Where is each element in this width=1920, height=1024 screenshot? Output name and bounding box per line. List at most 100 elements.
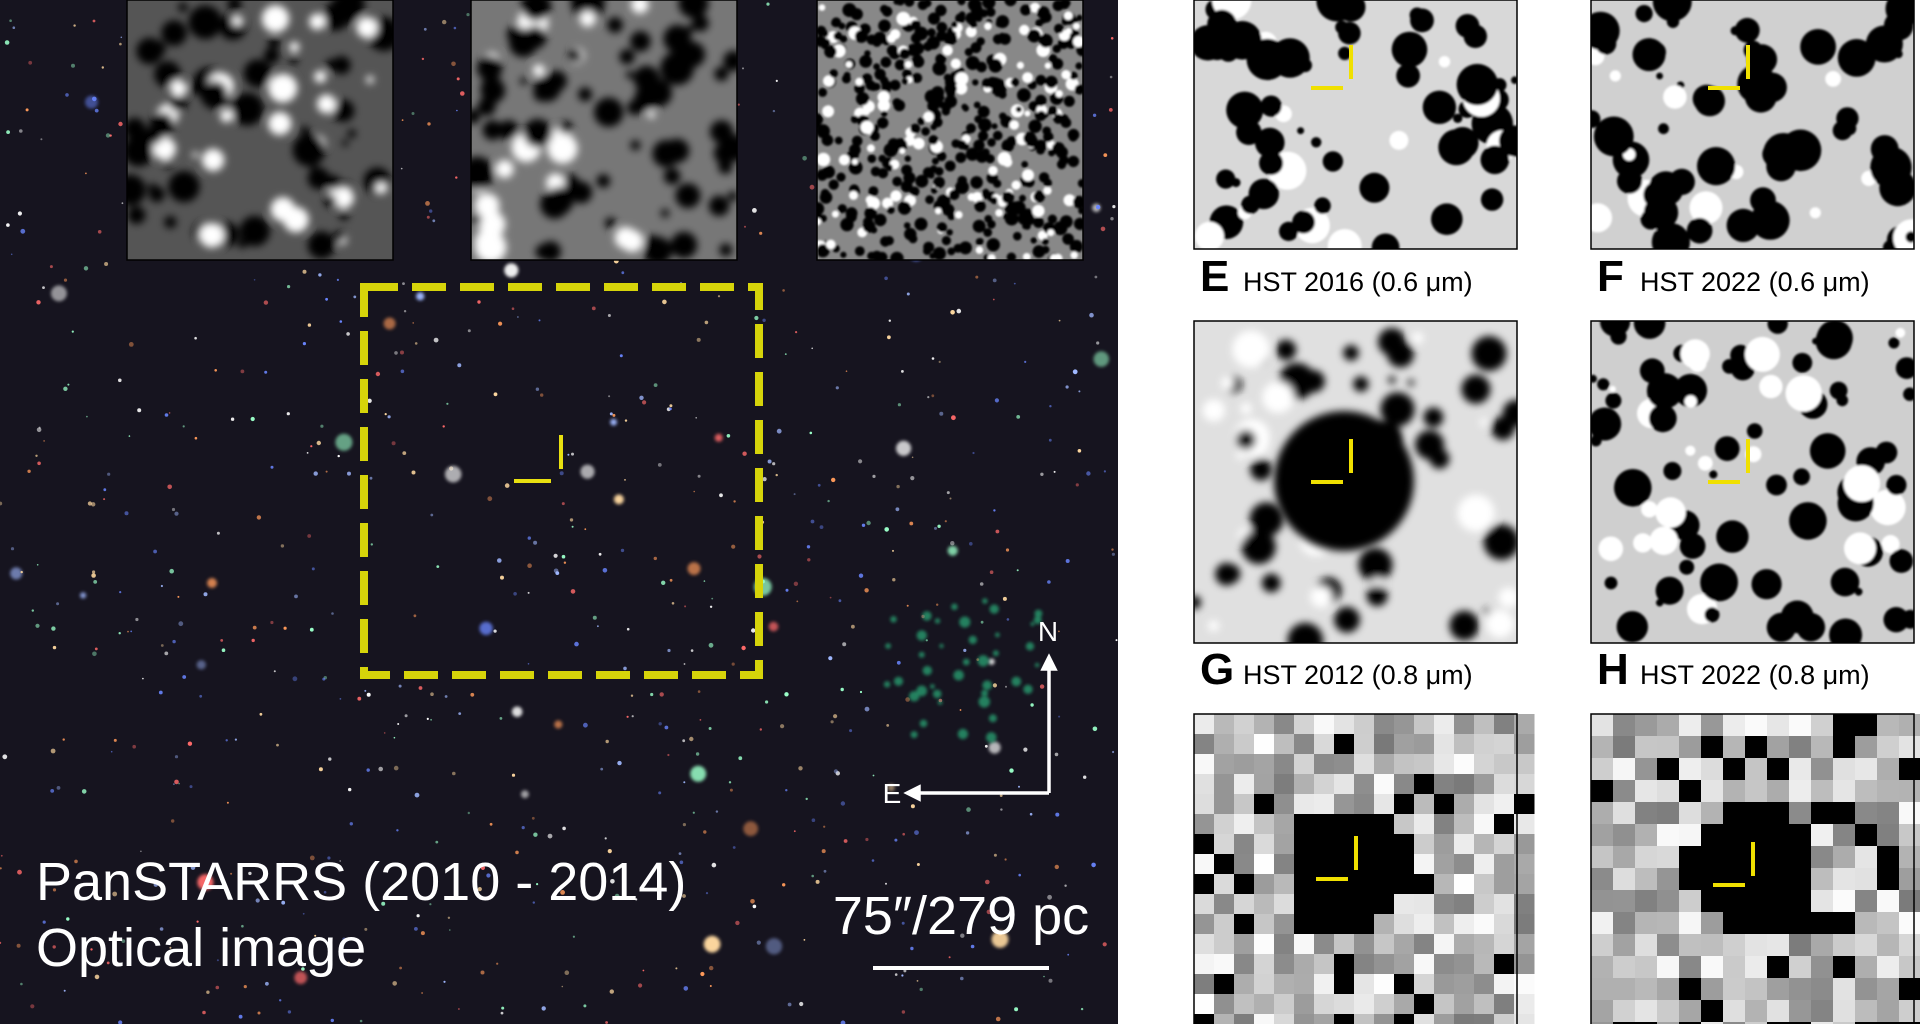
nebula [982, 680, 993, 691]
star [496, 962, 499, 965]
pixel [1514, 814, 1535, 835]
blob [941, 236, 952, 246]
panel-caption: HST 2022 (0.8 μm) [1640, 660, 1870, 690]
star [784, 692, 789, 697]
pixel [1194, 734, 1215, 755]
star [910, 476, 915, 481]
blob [965, 56, 980, 70]
star [592, 864, 595, 867]
star [901, 370, 904, 373]
blob [1836, 394, 1849, 407]
star [159, 927, 164, 931]
pixel [1274, 834, 1295, 855]
blob [614, 226, 637, 249]
star [310, 445, 313, 448]
star [81, 789, 87, 794]
star [426, 215, 430, 219]
blob [890, 29, 901, 40]
star [56, 786, 61, 790]
blob [914, 217, 928, 231]
star [1111, 548, 1114, 551]
pixel [1394, 834, 1415, 855]
blob [970, 176, 983, 189]
blob [1006, 252, 1017, 260]
pixel [1314, 934, 1335, 955]
pixel [1811, 978, 1834, 1001]
blob [1047, 229, 1055, 237]
star [455, 176, 458, 179]
blob [955, 72, 969, 86]
blob [987, 138, 996, 147]
star [94, 108, 99, 113]
blob [309, 13, 326, 30]
pixel [1254, 734, 1275, 755]
star [221, 648, 226, 652]
pixel [1789, 978, 1812, 1001]
star [458, 1008, 460, 1010]
star [1048, 978, 1053, 983]
blob [1194, 595, 1201, 609]
pixel [1274, 794, 1295, 815]
pixel [1899, 758, 1920, 781]
blob [1888, 337, 1900, 349]
star [366, 692, 371, 697]
blob [1043, 178, 1053, 188]
star [762, 477, 767, 482]
star [535, 387, 540, 391]
pixel [1833, 846, 1856, 869]
star [467, 811, 470, 815]
blob [1001, 139, 1015, 152]
star [762, 318, 766, 322]
blob [665, 138, 690, 163]
pixel [1294, 854, 1315, 875]
blob [1881, 535, 1900, 554]
star [635, 898, 638, 901]
blob [547, 133, 578, 164]
blob [1895, 327, 1906, 338]
star [642, 400, 647, 405]
pixel [1434, 774, 1455, 795]
pixel [1789, 846, 1812, 869]
star [843, 839, 848, 843]
blob [1812, 337, 1819, 345]
star [823, 825, 826, 828]
pixel [1745, 802, 1768, 825]
star [403, 310, 407, 313]
star [927, 396, 930, 399]
pixel [1767, 890, 1790, 913]
star [752, 208, 757, 213]
star [895, 507, 900, 512]
star [444, 465, 462, 483]
pixel [1855, 868, 1878, 891]
pixel [1254, 774, 1275, 795]
star [765, 938, 783, 955]
blob [1766, 474, 1787, 496]
pixel [1474, 994, 1495, 1015]
pixel [1394, 874, 1415, 895]
star [960, 976, 964, 981]
star [669, 404, 673, 408]
star [520, 790, 529, 799]
star [695, 417, 697, 419]
pixel [1833, 736, 1856, 759]
star [759, 231, 763, 235]
pixel [1194, 794, 1215, 815]
blob [943, 31, 958, 45]
pixel [1745, 890, 1768, 913]
star [339, 320, 343, 323]
blob [1311, 137, 1322, 148]
star [767, 459, 772, 464]
star [864, 706, 870, 712]
star [731, 544, 736, 549]
blob [1609, 385, 1616, 393]
blob [1889, 549, 1914, 573]
pixel [1877, 1000, 1900, 1023]
blob [1366, 585, 1388, 607]
star [480, 970, 485, 975]
star [910, 804, 915, 809]
star [36, 300, 41, 305]
pixel [1374, 914, 1395, 935]
pixel [1723, 956, 1746, 979]
pixel [1374, 874, 1395, 895]
blob [578, 87, 593, 102]
